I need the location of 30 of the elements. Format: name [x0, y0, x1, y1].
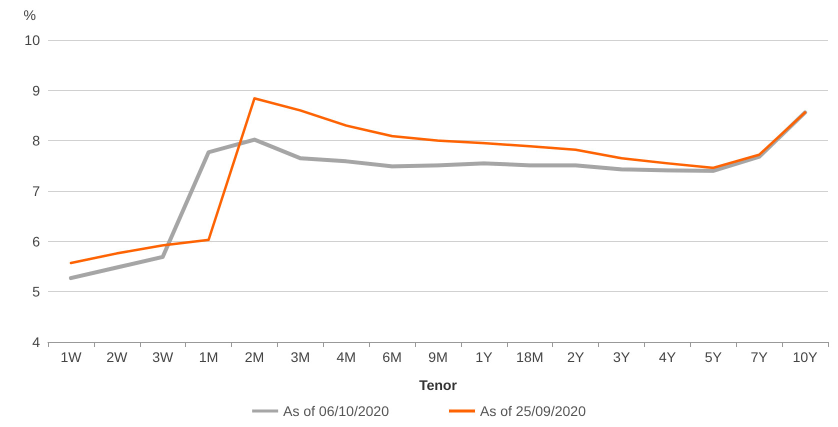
x-tick-label: 4Y	[658, 349, 677, 365]
x-tick-label: 2Y	[567, 349, 585, 365]
y-tick-label: 7	[32, 183, 40, 199]
x-tick-label: 3Y	[612, 349, 631, 365]
y-axis-title: %	[24, 7, 36, 23]
x-tick-label: 9M	[428, 349, 448, 365]
legend-label: As of 25/09/2020	[480, 403, 586, 419]
x-tick-label: 1W	[60, 349, 82, 365]
x-axis-title: Tenor	[419, 377, 458, 393]
x-tick-label: 18M	[516, 349, 544, 365]
y-tick-label: 4	[32, 334, 40, 350]
x-tick-label: 6M	[382, 349, 402, 365]
x-tick-label: 2M	[244, 349, 264, 365]
y-tick-label: 10	[24, 32, 40, 48]
x-tick-label: 7Y	[750, 349, 768, 365]
x-tick-label: 2W	[106, 349, 128, 365]
x-tick-label: 4M	[336, 349, 356, 365]
y-tick-label: 9	[32, 82, 40, 98]
y-tick-label: 6	[32, 233, 40, 250]
x-tick-label: 1M	[198, 349, 218, 365]
x-tick-label: 3W	[152, 349, 174, 365]
x-tick-label: 3M	[290, 349, 310, 365]
y-tick-label: 5	[32, 284, 40, 300]
x-tick-label: 10Y	[792, 349, 818, 365]
legend-label: As of 06/10/2020	[283, 403, 390, 419]
y-tick-label: 8	[32, 132, 40, 149]
x-tick-label: 1Y	[475, 349, 494, 365]
x-tick-label: 5Y	[704, 349, 723, 365]
line-series	[70, 97, 806, 264]
line-series	[68, 110, 808, 280]
